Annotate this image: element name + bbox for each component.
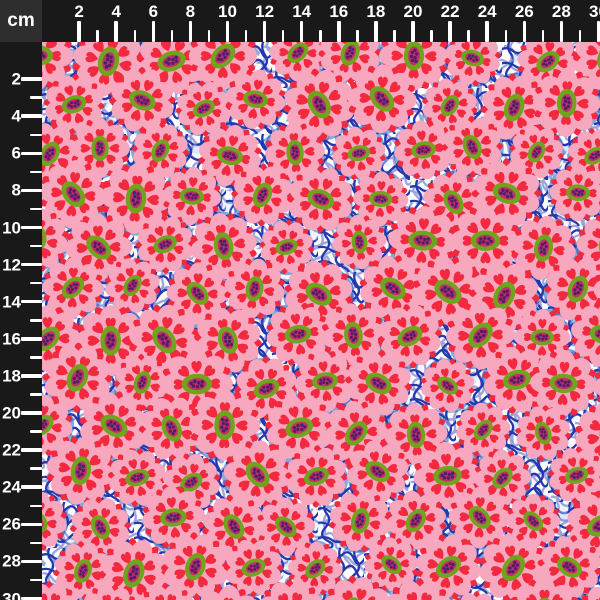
top-ruler-tick — [77, 21, 81, 42]
top-ruler-number: 6 — [148, 2, 159, 21]
left-ruler-tick — [21, 522, 42, 527]
top-ruler-tick — [541, 30, 545, 42]
left-ruler-number: 4 — [11, 106, 21, 126]
left-ruler-tick — [30, 281, 42, 285]
left-ruler-tick — [21, 559, 42, 564]
top-ruler-tick — [244, 30, 248, 42]
ruler-unit-label: cm — [7, 10, 35, 31]
top-ruler-number: 14 — [292, 2, 312, 21]
left-ruler-number: 28 — [2, 551, 21, 571]
top-ruler-tick — [262, 21, 267, 42]
left-ruler-number: 26 — [2, 514, 21, 534]
top-ruler-number: 16 — [329, 2, 349, 21]
top-ruler-tick — [207, 30, 211, 42]
left-ruler-tick — [21, 151, 42, 156]
left-ruler-tick — [30, 467, 42, 470]
top-ruler-tick — [430, 30, 433, 42]
left-ruler: 2 4 6 8 10 12 14 16 18 20 22 24 26 28 30 — [0, 42, 42, 600]
left-ruler-number: 16 — [2, 329, 21, 349]
top-ruler-tick — [225, 21, 230, 42]
left-ruler-tick — [30, 244, 42, 248]
top-ruler-tick — [485, 21, 489, 42]
top-ruler-tick — [504, 30, 507, 42]
left-ruler-tick — [21, 374, 42, 378]
top-ruler-tick — [133, 30, 136, 42]
top-ruler-tick — [559, 21, 564, 42]
top-ruler-tick — [411, 21, 415, 42]
fabric-swatch — [42, 42, 600, 600]
top-ruler-number: 26 — [514, 2, 534, 21]
top-ruler-tick — [114, 21, 118, 42]
left-ruler-number: 22 — [2, 440, 21, 460]
left-ruler-number: 18 — [2, 366, 21, 386]
top-ruler-tick — [281, 30, 285, 42]
top-ruler-tick — [319, 30, 322, 42]
left-ruler-number: 2 — [11, 69, 21, 89]
left-ruler-tick — [21, 596, 42, 600]
left-ruler-tick — [30, 96, 42, 99]
top-ruler-tick — [596, 21, 600, 42]
left-ruler-tick — [30, 430, 42, 433]
top-ruler-number: 4 — [111, 2, 121, 21]
top-ruler-tick — [522, 21, 527, 42]
top-ruler-number: 18 — [366, 2, 386, 21]
top-ruler-tick — [448, 21, 452, 42]
top-ruler-tick — [299, 21, 304, 42]
left-ruler-tick — [21, 485, 42, 489]
left-ruler-number: 14 — [2, 292, 21, 312]
left-ruler-tick — [21, 299, 42, 304]
left-ruler-tick — [30, 541, 42, 545]
left-ruler-tick — [30, 170, 42, 174]
left-ruler-tick — [21, 337, 42, 341]
fabric-pattern-image — [42, 42, 600, 600]
top-ruler-number: 24 — [477, 2, 497, 21]
top-ruler-tick — [393, 30, 396, 42]
left-ruler-number: 12 — [2, 255, 21, 275]
left-ruler-tick — [30, 504, 42, 507]
top-ruler-number: 30 — [589, 2, 600, 21]
top-ruler-tick — [374, 21, 378, 42]
top-ruler-number: 10 — [218, 2, 237, 21]
left-ruler-tick — [21, 114, 42, 118]
left-ruler-tick — [21, 411, 42, 415]
top-ruler-tick — [337, 21, 341, 42]
left-ruler-number: 24 — [2, 477, 21, 497]
left-ruler-tick — [21, 188, 42, 193]
top-ruler-tick — [356, 30, 359, 42]
left-ruler-tick — [30, 356, 42, 359]
left-ruler-number: 6 — [11, 143, 21, 163]
left-ruler-number: 8 — [11, 180, 21, 200]
top-ruler-tick — [151, 21, 156, 42]
top-ruler-tick — [467, 30, 470, 42]
top-ruler-tick — [578, 30, 582, 42]
top-ruler-tick — [170, 30, 174, 42]
left-ruler-tick — [21, 448, 42, 452]
left-ruler-tick — [30, 207, 42, 211]
top-ruler-tick — [188, 21, 193, 42]
left-ruler-number: 10 — [2, 218, 21, 237]
left-ruler-number: 30 — [2, 589, 21, 600]
ruler-unit-badge: cm — [0, 0, 42, 42]
left-ruler-number: 20 — [2, 403, 21, 423]
left-ruler-tick — [21, 77, 42, 81]
left-ruler-tick — [21, 225, 42, 230]
top-ruler-tick — [96, 30, 99, 42]
top-ruler-number: 12 — [255, 2, 275, 21]
top-ruler-number: 2 — [74, 2, 84, 21]
top-ruler-number: 22 — [440, 2, 460, 21]
top-ruler-number: 28 — [551, 2, 571, 21]
left-ruler-tick — [30, 578, 42, 582]
top-ruler-number: 20 — [403, 2, 423, 21]
left-ruler-tick — [30, 319, 42, 322]
left-ruler-tick — [30, 393, 42, 396]
top-ruler-number: 8 — [185, 2, 196, 21]
left-ruler-tick — [21, 262, 42, 267]
left-ruler-tick — [30, 133, 42, 136]
